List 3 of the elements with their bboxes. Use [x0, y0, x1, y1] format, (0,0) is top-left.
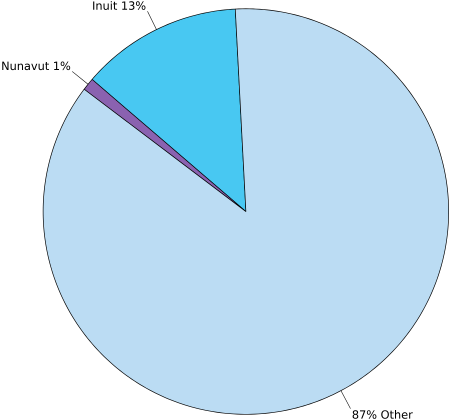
- slice-label: Inuit 13%: [93, 1, 146, 10]
- slice-label: Nunavut 1%: [2, 62, 70, 70]
- slice-label: 87% Other: [352, 410, 413, 419]
